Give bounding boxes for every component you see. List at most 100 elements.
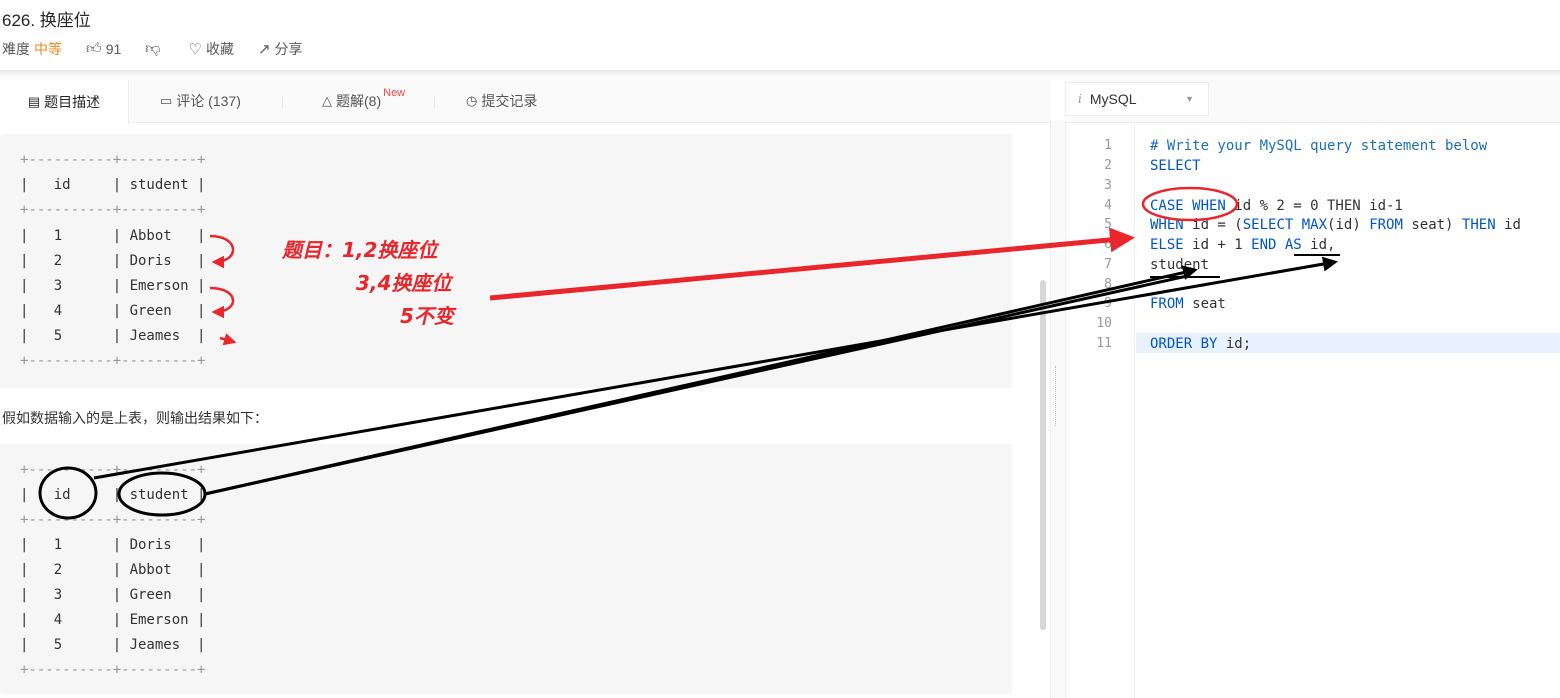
table-border: +----------+---------+ bbox=[20, 512, 206, 528]
tab-submissions[interactable]: ◷ 提交记录 bbox=[466, 80, 537, 122]
code-keyword: WHEN bbox=[1150, 217, 1184, 233]
line-number: 3 bbox=[1104, 178, 1112, 193]
table-header: | id | student | bbox=[20, 177, 206, 193]
line-number: 2 bbox=[1104, 158, 1112, 173]
tab-comments[interactable]: ▭ 评论 (137) bbox=[160, 80, 241, 122]
left-tab-bar: ▤ 题目描述 ▭ 评论 (137) △ 题解(8) New ◷ 提交记录 bbox=[0, 80, 1050, 124]
language-value: MySQL bbox=[1089, 91, 1137, 107]
code-text: id = ( bbox=[1183, 217, 1243, 233]
code-text: id, bbox=[1301, 237, 1336, 253]
code-keyword: ELSE bbox=[1150, 237, 1184, 253]
header-shadow bbox=[0, 70, 1560, 78]
tab-divider bbox=[282, 96, 283, 108]
code-line-7[interactable]: student bbox=[1150, 255, 1209, 275]
left-panel-scrollbar[interactable] bbox=[1040, 280, 1046, 630]
share-label: 分享 bbox=[274, 41, 303, 57]
table-row: | 5 | Jeames | bbox=[20, 328, 206, 344]
output-description: 假如数据输入的是上表，则输出结果如下： bbox=[2, 410, 268, 426]
share-button[interactable]: ↗ 分享 bbox=[258, 39, 303, 59]
info-icon: i bbox=[1078, 92, 1082, 106]
code-text: id bbox=[1495, 217, 1521, 233]
table-row: | 1 | Abbot | bbox=[20, 228, 206, 244]
share-icon: ↗ bbox=[257, 41, 271, 58]
line-number: 8 bbox=[1104, 277, 1112, 292]
code-keyword: ORDER BY bbox=[1150, 336, 1218, 352]
code-keyword: FROM bbox=[1150, 296, 1184, 312]
code-keyword: FROM bbox=[1369, 217, 1403, 233]
code-keyword: END AS bbox=[1251, 237, 1302, 253]
tab-divider bbox=[434, 96, 435, 108]
code-text: seat) bbox=[1402, 217, 1462, 233]
line-number: 5 bbox=[1104, 217, 1112, 232]
code-comment: # Write your MySQL query statement below bbox=[1150, 138, 1488, 154]
like-button[interactable]: 👍︎ 91 bbox=[86, 40, 121, 58]
resize-grip-icon bbox=[1055, 366, 1060, 426]
difficulty-label: 难度 bbox=[2, 41, 30, 57]
code-text: (id) bbox=[1327, 217, 1370, 233]
table-row: | 2 | Doris | bbox=[20, 253, 206, 269]
annotation-text-2: 3,4换座位 bbox=[356, 271, 452, 295]
comment-icon: ▭ bbox=[160, 93, 173, 108]
output-table-block: +----------+---------+ | id | student | … bbox=[0, 444, 1012, 694]
table-border: +----------+---------+ bbox=[20, 662, 206, 678]
table-border: +----------+---------+ bbox=[20, 152, 206, 168]
tab-description-label: 题目描述 bbox=[44, 94, 101, 110]
table-row: | 4 | Emerson | bbox=[20, 612, 206, 628]
annotation-text-3: 5不变 bbox=[400, 304, 454, 328]
difficulty: 难度 中等 bbox=[2, 39, 62, 59]
dislike-button[interactable]: 👎︎ bbox=[145, 40, 164, 58]
tab-comments-label: 评论 (137) bbox=[176, 93, 241, 109]
code-line-4[interactable]: CASE WHEN id % 2 = 0 THEN id-1 bbox=[1150, 196, 1403, 216]
table-row: | 2 | Abbot | bbox=[20, 562, 206, 578]
table-header: | id | student | bbox=[20, 487, 206, 503]
tab-solutions-label: 题解(8) bbox=[336, 93, 382, 109]
like-count: 91 bbox=[105, 41, 122, 57]
problem-title: 626. 换座位 bbox=[2, 11, 91, 30]
code-line-2[interactable]: SELECT bbox=[1150, 156, 1201, 176]
code-text: seat bbox=[1183, 296, 1226, 312]
heart-icon: ♡ bbox=[188, 41, 202, 58]
code-keyword: SELECT MAX bbox=[1242, 217, 1328, 233]
difficulty-value: 中等 bbox=[34, 41, 62, 57]
table-row: | 4 | Green | bbox=[20, 303, 206, 319]
problem-meta-bar: 难度 中等 👍︎ 91 👎︎ ♡ 收藏 ↗ 分享 bbox=[2, 39, 327, 59]
thumbs-down-icon: 👎︎ bbox=[145, 40, 161, 57]
code-line-11[interactable]: ORDER BY id; bbox=[1150, 334, 1251, 354]
line-number: 1 bbox=[1104, 138, 1112, 153]
table-border: +----------+---------+ bbox=[20, 462, 206, 478]
table-row: | 3 | Emerson | bbox=[20, 278, 206, 294]
tab-description[interactable]: ▤ 题目描述 bbox=[0, 80, 129, 124]
code-keyword: SELECT bbox=[1150, 158, 1201, 174]
code-text: student bbox=[1150, 257, 1210, 273]
code-text: id % 2 = 0 THEN id-1 bbox=[1225, 198, 1403, 214]
input-table-block: +----------+---------+ | id | student | … bbox=[0, 134, 1012, 388]
line-number: 11 bbox=[1096, 336, 1112, 351]
chevron-down-icon: ▼ bbox=[1185, 94, 1194, 104]
favorite-label: 收藏 bbox=[205, 41, 234, 57]
code-keyword: CASE WHEN bbox=[1150, 198, 1226, 214]
code-line-1[interactable]: # Write your MySQL query statement below bbox=[1150, 136, 1487, 156]
line-number: 4 bbox=[1104, 198, 1112, 213]
code-line-5[interactable]: WHEN id = (SELECT MAX(id) FROM seat) THE… bbox=[1150, 215, 1521, 235]
line-number: 10 bbox=[1096, 316, 1112, 331]
clock-icon: ◷ bbox=[466, 93, 478, 108]
favorite-button[interactable]: ♡ 收藏 bbox=[189, 39, 234, 59]
line-number: 6 bbox=[1104, 237, 1112, 252]
table-row: | 1 | Doris | bbox=[20, 537, 206, 553]
flask-icon: △ bbox=[322, 93, 332, 108]
tab-submissions-label: 提交记录 bbox=[481, 93, 538, 109]
thumbs-up-icon: 👍︎ bbox=[86, 40, 102, 57]
code-line-6[interactable]: ELSE id + 1 END AS id, bbox=[1150, 235, 1335, 255]
line-number: 7 bbox=[1104, 257, 1112, 272]
code-line-9[interactable]: FROM seat bbox=[1150, 294, 1226, 314]
code-text: id; bbox=[1217, 336, 1252, 352]
line-number: 9 bbox=[1104, 296, 1112, 311]
new-badge: New bbox=[383, 87, 406, 99]
table-border: +----------+---------+ bbox=[20, 202, 206, 218]
description-icon: ▤ bbox=[27, 94, 41, 109]
table-row: | 3 | Green | bbox=[20, 587, 206, 603]
table-row: | 5 | Jeames | bbox=[20, 637, 206, 653]
tab-solutions[interactable]: △ 题解(8) New bbox=[322, 80, 405, 122]
annotation-text-1: 题目：1,2换座位 bbox=[282, 238, 438, 262]
language-select[interactable]: i MySQL ▼ bbox=[1065, 82, 1209, 116]
